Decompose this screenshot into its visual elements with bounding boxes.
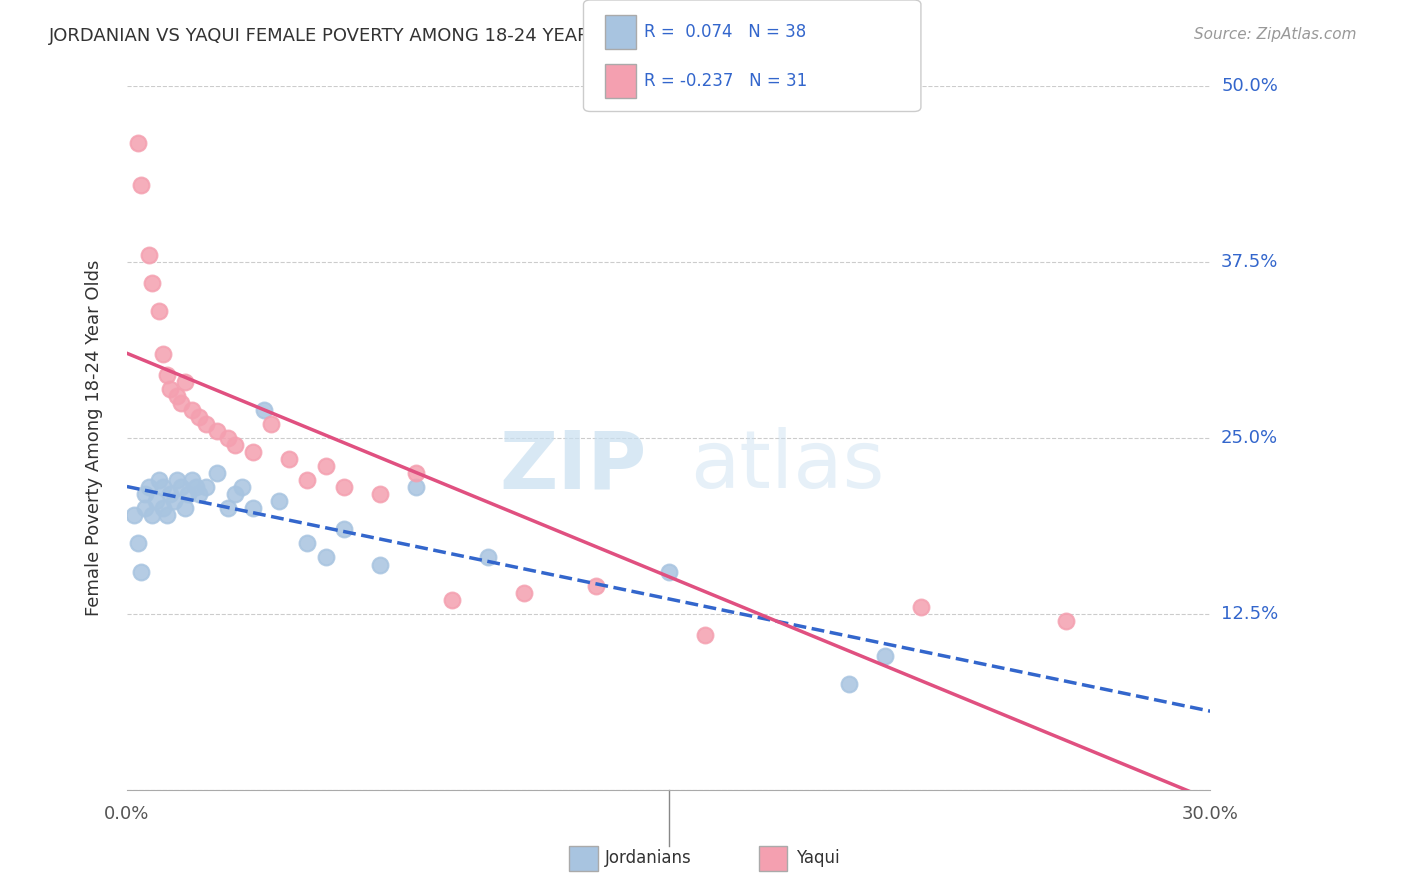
Text: Yaqui: Yaqui: [796, 849, 839, 867]
Point: [138, 248, 160, 262]
Point: [205, 424, 228, 438]
Point: [267, 494, 290, 508]
Point: [141, 277, 163, 291]
Point: [159, 382, 181, 396]
Point: [184, 480, 207, 494]
Point: [693, 628, 716, 642]
Point: [585, 579, 607, 593]
Point: [188, 487, 211, 501]
Point: [242, 445, 264, 459]
Text: JORDANIAN VS YAQUI FEMALE POVERTY AMONG 18-24 YEAR OLDS CORRELATION CHART: JORDANIAN VS YAQUI FEMALE POVERTY AMONG …: [49, 27, 846, 45]
Point: [156, 508, 179, 523]
Point: [152, 346, 174, 360]
Point: [145, 494, 167, 508]
Point: [180, 402, 202, 417]
Point: [368, 558, 391, 572]
Point: [127, 136, 149, 150]
Text: Jordanians: Jordanians: [605, 849, 692, 867]
Point: [332, 522, 354, 536]
Point: [177, 487, 200, 501]
Text: 25.0%: 25.0%: [1220, 429, 1278, 447]
Point: [278, 452, 301, 467]
Point: [1054, 614, 1077, 628]
Point: [224, 438, 246, 452]
Point: [166, 389, 188, 403]
Point: [658, 565, 681, 579]
Text: R = -0.237   N = 31: R = -0.237 N = 31: [644, 72, 807, 90]
Point: [260, 417, 283, 431]
Text: 12.5%: 12.5%: [1220, 605, 1278, 623]
Point: [148, 473, 170, 487]
Point: [315, 550, 337, 565]
Point: [152, 501, 174, 516]
Text: atlas: atlas: [690, 427, 884, 505]
Point: [910, 599, 932, 614]
Point: [122, 508, 145, 523]
Point: [242, 501, 264, 516]
Point: [180, 473, 202, 487]
Point: [134, 487, 156, 501]
Point: [163, 494, 186, 508]
Point: [368, 487, 391, 501]
Point: [166, 473, 188, 487]
Point: [405, 466, 427, 480]
Point: [875, 648, 897, 663]
Point: [224, 487, 246, 501]
Point: [513, 585, 536, 599]
Point: [152, 480, 174, 494]
Point: [159, 487, 181, 501]
Point: [332, 480, 354, 494]
Point: [138, 480, 160, 494]
Text: Source: ZipAtlas.com: Source: ZipAtlas.com: [1194, 27, 1357, 42]
Point: [838, 677, 860, 691]
Point: [141, 508, 163, 523]
Point: [195, 480, 218, 494]
Text: ZIP: ZIP: [499, 427, 647, 505]
Point: [217, 501, 239, 516]
Point: [297, 473, 319, 487]
Point: [188, 409, 211, 424]
Point: [405, 480, 427, 494]
Point: [131, 178, 153, 192]
Point: [440, 592, 463, 607]
Point: [315, 459, 337, 474]
Point: [253, 402, 276, 417]
Point: [127, 536, 149, 550]
Text: 37.5%: 37.5%: [1220, 253, 1278, 271]
Point: [170, 480, 193, 494]
Point: [205, 466, 228, 480]
Text: R =  0.074   N = 38: R = 0.074 N = 38: [644, 23, 806, 41]
Point: [173, 501, 195, 516]
Point: [134, 501, 156, 516]
Point: [195, 417, 218, 431]
Point: [131, 565, 153, 579]
Point: [297, 536, 319, 550]
Point: [148, 304, 170, 318]
Point: [156, 368, 179, 382]
Point: [231, 480, 253, 494]
Point: [217, 431, 239, 445]
Point: [477, 550, 499, 565]
Point: [173, 375, 195, 389]
Point: [170, 396, 193, 410]
Y-axis label: Female Poverty Among 18-24 Year Olds: Female Poverty Among 18-24 Year Olds: [86, 260, 103, 616]
Text: 50.0%: 50.0%: [1220, 78, 1278, 95]
